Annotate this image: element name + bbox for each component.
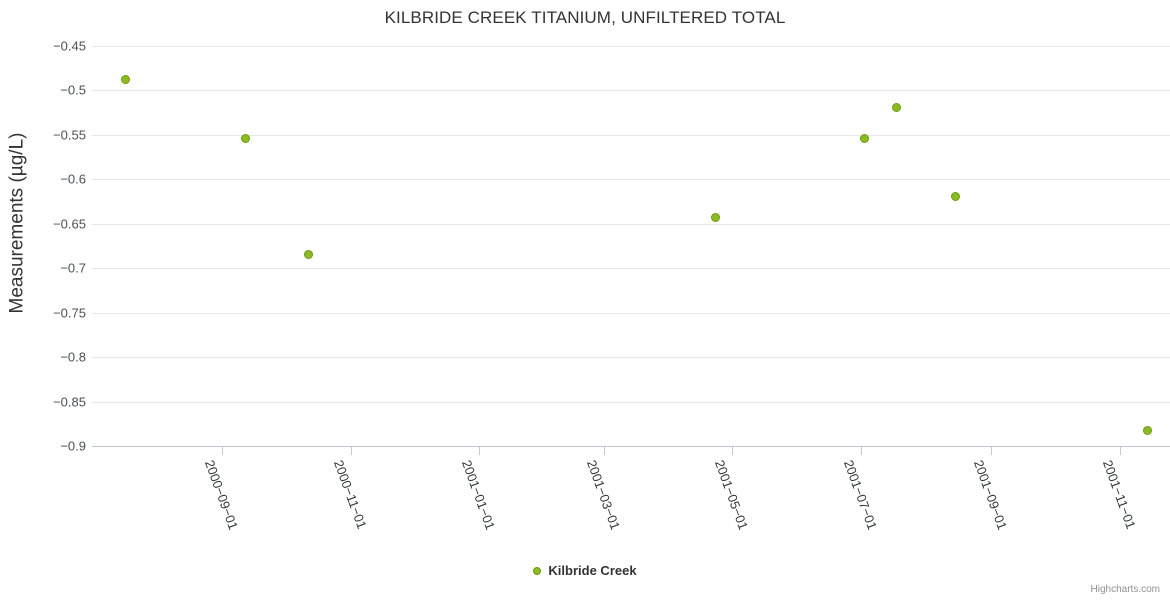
x-axis-line: [92, 446, 1170, 447]
gridline: [92, 90, 1170, 92]
legend-item-kilbride-creek[interactable]: Kilbride Creek: [533, 563, 637, 578]
y-axis-tick-label: −0.85: [53, 394, 86, 410]
gridline: [92, 134, 1170, 136]
gridline: [92, 223, 1170, 225]
x-axis-tick: [1120, 446, 1121, 455]
y-axis-tick-label: −0.8: [60, 349, 86, 365]
gridline: [92, 179, 1170, 181]
x-axis-tick-label: 2001−09−01: [971, 458, 1011, 532]
y-axis-tick-label: −0.55: [53, 127, 86, 143]
chart-title: KILBRIDE CREEK TITANIUM, UNFILTERED TOTA…: [384, 8, 786, 27]
x-axis-tick: [350, 446, 352, 455]
legend: Kilbride Creek: [0, 563, 1170, 578]
x-axis-tick-label: 2001−01−01: [459, 458, 499, 532]
y-axis-tick-label: −0.7: [60, 260, 86, 276]
data-point[interactable]: [860, 133, 870, 143]
legend-marker-icon: [533, 566, 542, 575]
x-axis-tick: [732, 446, 734, 455]
x-axis-tick-label: 2001−07−01: [840, 458, 880, 532]
y-axis-tick-label: −0.65: [53, 216, 86, 232]
x-axis-tick-label: 2001−05−01: [712, 458, 752, 532]
x-axis-tick: [991, 446, 993, 455]
legend-item-label: Kilbride Creek: [548, 563, 637, 578]
x-axis-tick-label: 2001−11−01: [1099, 458, 1139, 531]
data-point[interactable]: [710, 213, 720, 223]
x-axis-tick-label: 2000−09−01: [201, 458, 241, 532]
data-point[interactable]: [1142, 425, 1152, 435]
x-axis-tick-label: 2001−03−01: [583, 458, 623, 532]
gridline: [92, 46, 1170, 47]
credits-link[interactable]: Highcharts.com: [1090, 584, 1160, 595]
plot-area: [92, 46, 1170, 446]
gridline: [92, 312, 1170, 314]
y-axis-tick-label: −0.9: [60, 438, 86, 454]
x-axis-tick: [603, 446, 605, 455]
gridline: [92, 268, 1170, 270]
x-axis-tick-label: 2000−11−01: [330, 458, 370, 531]
gridline: [92, 357, 1170, 359]
data-point[interactable]: [303, 249, 313, 259]
x-axis-tick: [860, 446, 862, 455]
y-axis-tick-label: −0.45: [53, 38, 86, 54]
y-axis-tick-label: −0.5: [60, 82, 86, 98]
y-axis-tick-label: −0.6: [60, 171, 86, 187]
x-axis-tick: [222, 446, 223, 455]
gridline: [92, 401, 1170, 403]
y-axis-labels: −0.45 −0.5 −0.55 −0.6 −0.65 −0.7 −0.75 −0.8 −0.8…: [0, 0, 86, 600]
data-point[interactable]: [120, 75, 130, 85]
x-axis-tick: [479, 446, 481, 455]
data-point[interactable]: [892, 102, 902, 112]
data-point[interactable]: [240, 133, 250, 143]
data-point[interactable]: [951, 191, 961, 201]
y-axis-tick-label: −0.75: [53, 305, 86, 321]
